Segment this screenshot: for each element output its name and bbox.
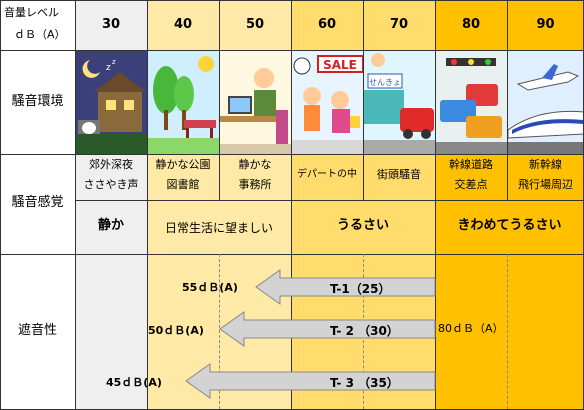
- level-30: 30: [101, 17, 121, 32]
- row-label-insulation: 遮音性: [17, 323, 57, 338]
- department-store-picture: SALE: [292, 50, 363, 154]
- arrow-t3: [185, 363, 436, 399]
- shinkansen-picture: [508, 50, 584, 154]
- level-50: 50: [245, 17, 265, 32]
- street-picture: せんきょ: [364, 50, 435, 154]
- example-90-line2: 飛行場周辺: [518, 178, 573, 191]
- level-60: 60: [317, 17, 337, 32]
- sale-sign-text: SALE: [323, 58, 357, 72]
- arrow-t1-result: 55ｄＢ(A): [182, 281, 238, 294]
- example-90-line1: 新幹線: [529, 158, 562, 171]
- source-level-label: 80ｄＢ（A）: [438, 322, 504, 335]
- office-picture: [220, 50, 291, 154]
- example-70: 街頭騒音: [377, 168, 421, 181]
- arrow-t2-label: T- 2 （30）: [330, 324, 399, 338]
- level-40: 40: [173, 17, 193, 32]
- example-40-line2: 図書館: [166, 178, 200, 191]
- arrow-t1-label: T-1（25）: [330, 282, 391, 296]
- example-30-line1: 郊外深夜: [89, 158, 133, 171]
- arrow-t2-result: 50ｄＢ(A): [148, 324, 204, 337]
- row-label-perception: 騒音感覚: [11, 195, 64, 210]
- svg-text:z: z: [106, 63, 111, 73]
- feeling-desirable: 日常生活に望ましい: [164, 221, 273, 235]
- highway-picture: [436, 50, 507, 154]
- feeling-very-noisy: きわめてうるさい: [457, 218, 562, 233]
- label-column-bg: [0, 0, 75, 410]
- level-80: 80: [461, 17, 481, 32]
- night-house-picture: z z: [76, 50, 147, 154]
- example-50-line1: 静かな: [238, 158, 272, 171]
- level-90: 90: [536, 17, 555, 32]
- example-80-line1: 幹線道路: [449, 158, 493, 171]
- arrow-t1: [255, 269, 436, 305]
- example-30-line2: ささやき声: [83, 178, 139, 191]
- example-80-line2: 交差点: [454, 178, 488, 191]
- feeling-quiet: 静か: [97, 218, 124, 233]
- arrow-t3-result: 45ｄＢ(A): [106, 376, 162, 389]
- park-picture: [148, 50, 219, 154]
- svg-text:z: z: [112, 58, 116, 66]
- arrow-t2: [219, 311, 436, 347]
- example-60: デパートの中: [297, 169, 357, 180]
- corner-label-bottom: ｄＢ（A）: [14, 28, 66, 41]
- example-50-line2: 事務所: [238, 178, 272, 191]
- feeling-noisy: うるさい: [336, 218, 389, 233]
- row-label-environment: 騒音環境: [11, 94, 64, 109]
- level-70: 70: [389, 17, 409, 32]
- shop-sign-text: せんきょ: [369, 78, 401, 87]
- example-40-line1: 静かな公園: [155, 158, 211, 171]
- arrow-t3-label: T- 3 （35）: [330, 376, 399, 390]
- corner-label-top: 音量レベル: [4, 6, 59, 19]
